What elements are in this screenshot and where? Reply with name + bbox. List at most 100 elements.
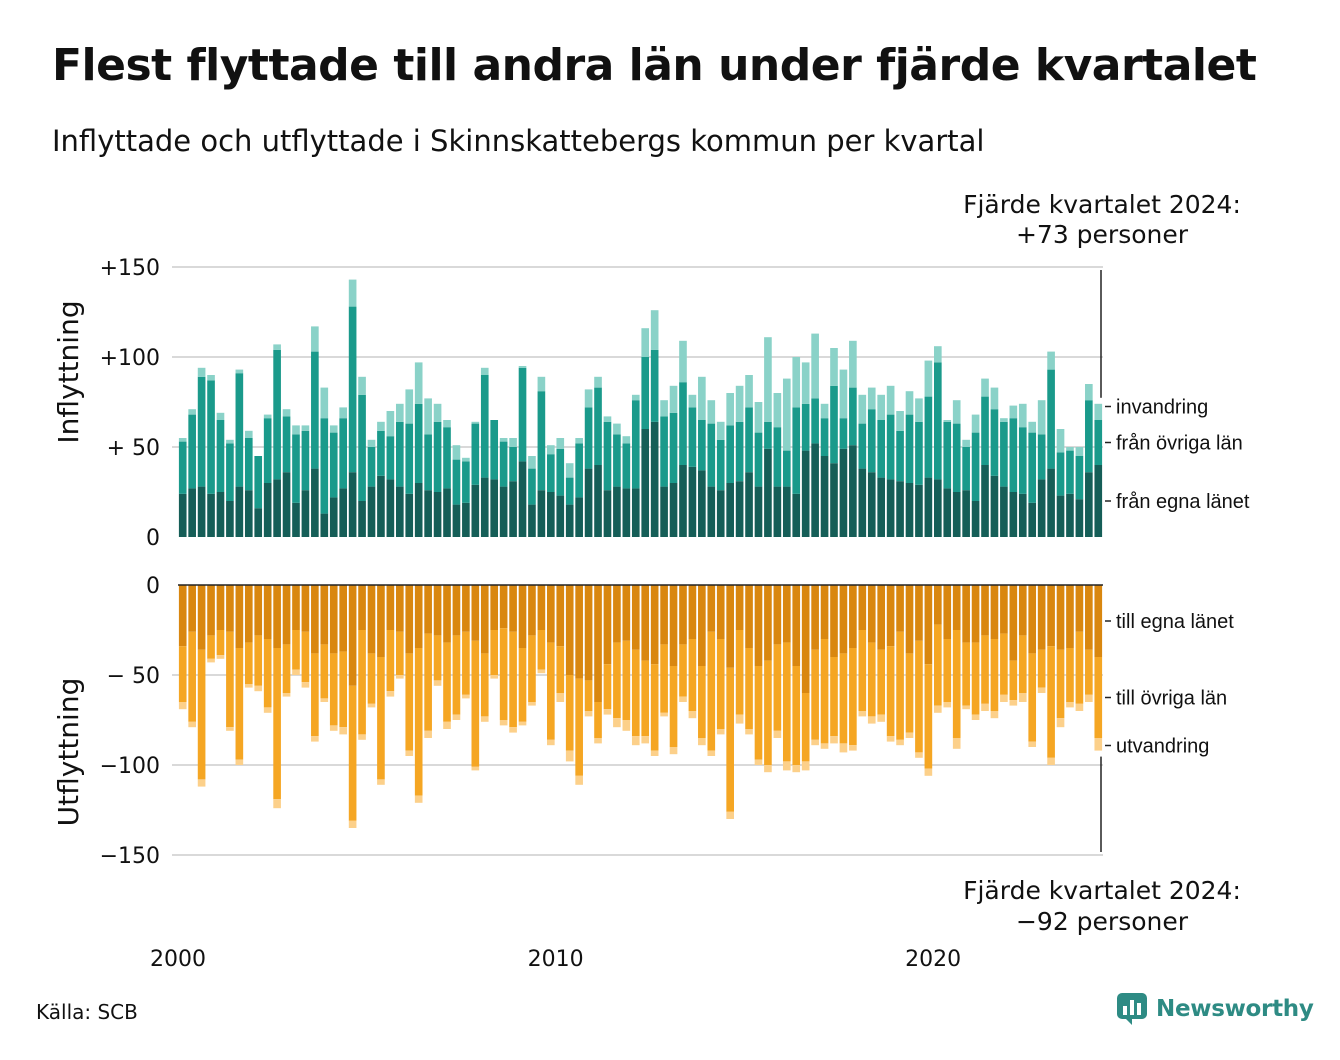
bar-out-0: [301, 585, 310, 632]
bar-out-1: [575, 678, 583, 776]
bar-in-0: [301, 490, 310, 537]
bar-out-2: [480, 716, 489, 722]
bar-out-2: [707, 750, 716, 756]
bar-out-0: [707, 585, 716, 632]
bar-out-0: [782, 585, 791, 643]
bar-out-2: [924, 768, 933, 776]
bar-in-0: [414, 483, 423, 537]
bar-in-1: [386, 436, 395, 480]
newsworthy-logo-text: Newsworthy: [1156, 996, 1314, 1022]
bar-out-2: [688, 711, 697, 719]
bar-in-2: [594, 376, 602, 388]
bar-in-2: [698, 376, 706, 420]
bar-out-2: [197, 779, 206, 787]
bar-in-1: [622, 443, 631, 489]
bar-out-1: [518, 648, 527, 722]
bar-out-1: [311, 653, 319, 737]
bar-in-1: [773, 427, 782, 487]
bar-in-2: [1085, 384, 1093, 401]
bar-out-0: [603, 585, 612, 665]
bar-in-2: [301, 425, 310, 431]
bar-out-1: [877, 649, 886, 715]
bar-in-0: [952, 492, 961, 537]
bar-out-1: [528, 635, 536, 702]
bar-in-0: [858, 468, 867, 537]
bar-in-1: [641, 357, 650, 429]
bar-in-1: [971, 432, 980, 501]
bar-in-1: [707, 423, 716, 487]
bar-out-1: [1047, 646, 1055, 758]
bar-in-0: [1066, 493, 1074, 537]
bar-in-1: [311, 351, 319, 469]
bar-in-2: [311, 326, 319, 352]
x-tick-label: 2020: [905, 947, 961, 972]
bar-out-1: [339, 651, 347, 728]
bar-in-2: [273, 344, 281, 350]
bar-out-1: [188, 631, 196, 722]
bar-in-0: [1056, 495, 1065, 537]
newsworthy-logo: Newsworthy: [1116, 992, 1314, 1026]
bar-in-2: [660, 400, 668, 417]
bar-in-0: [603, 490, 612, 537]
bar-in-0: [480, 477, 489, 537]
bar-in-2: [915, 398, 923, 422]
bar-in-2: [386, 411, 395, 437]
bar-in-2: [528, 456, 536, 469]
bar-out-0: [537, 585, 546, 630]
bar-in-1: [858, 423, 867, 469]
bar-out-1: [197, 649, 206, 780]
bar-out-1: [443, 642, 451, 722]
series-label-out: till egna länet: [1116, 611, 1234, 633]
bar-out-0: [367, 585, 376, 654]
bar-out-1: [226, 631, 234, 728]
bar-out-1: [830, 657, 838, 737]
bar-in-1: [320, 418, 329, 514]
bar-in-1: [1018, 427, 1027, 494]
bar-out-2: [471, 766, 480, 771]
bar-out-0: [622, 585, 631, 641]
bar-out-2: [414, 795, 423, 803]
bar-out-0: [188, 585, 196, 632]
bar-in-1: [934, 362, 942, 480]
bar-out-0: [679, 585, 687, 645]
bar-in-1: [405, 423, 414, 494]
bar-in-1: [603, 421, 612, 491]
bar-out-0: [726, 585, 734, 668]
bar-in-1: [613, 434, 621, 487]
bar-in-2: [867, 387, 876, 410]
bar-out-2: [377, 779, 385, 785]
bar-in-1: [556, 448, 565, 496]
bar-in-1: [528, 468, 536, 505]
bar-in-1: [235, 373, 244, 487]
bar-in-0: [433, 492, 442, 537]
bar-in-1: [433, 421, 442, 492]
bar-out-0: [547, 585, 555, 643]
bar-in-1: [565, 477, 574, 505]
bar-out-1: [603, 664, 612, 710]
bar-out-2: [735, 714, 744, 724]
bar-out-0: [518, 585, 527, 648]
bar-out-0: [490, 585, 499, 630]
x-tick-label: 2010: [528, 947, 584, 972]
bar-out-1: [433, 635, 442, 681]
bar-out-0: [849, 585, 857, 648]
bar-out-0: [641, 585, 650, 661]
bar-in-2: [509, 438, 517, 447]
migration-chart: 0 + 50 +100 +150 0 − 50 −100 −150 Inflyttning Utf…: [52, 190, 1250, 972]
bar-out-1: [820, 639, 829, 744]
bar-out-0: [971, 585, 980, 643]
bar-in-0: [528, 504, 536, 537]
bar-in-2: [849, 340, 857, 388]
bar-in-0: [886, 479, 895, 537]
bar-in-2: [726, 393, 734, 426]
bar-in-1: [226, 443, 234, 501]
bar-in-2: [244, 430, 253, 438]
bottom-annotation-line2: −92 personer: [1016, 907, 1189, 936]
series-label-out: utvandring: [1116, 736, 1209, 758]
bar-in-1: [348, 306, 357, 473]
bar-out-0: [820, 585, 829, 639]
bar-out-1: [1075, 631, 1084, 704]
bar-out-1: [952, 630, 961, 738]
bar-in-0: [1047, 468, 1055, 537]
bar-in-0: [924, 477, 933, 537]
